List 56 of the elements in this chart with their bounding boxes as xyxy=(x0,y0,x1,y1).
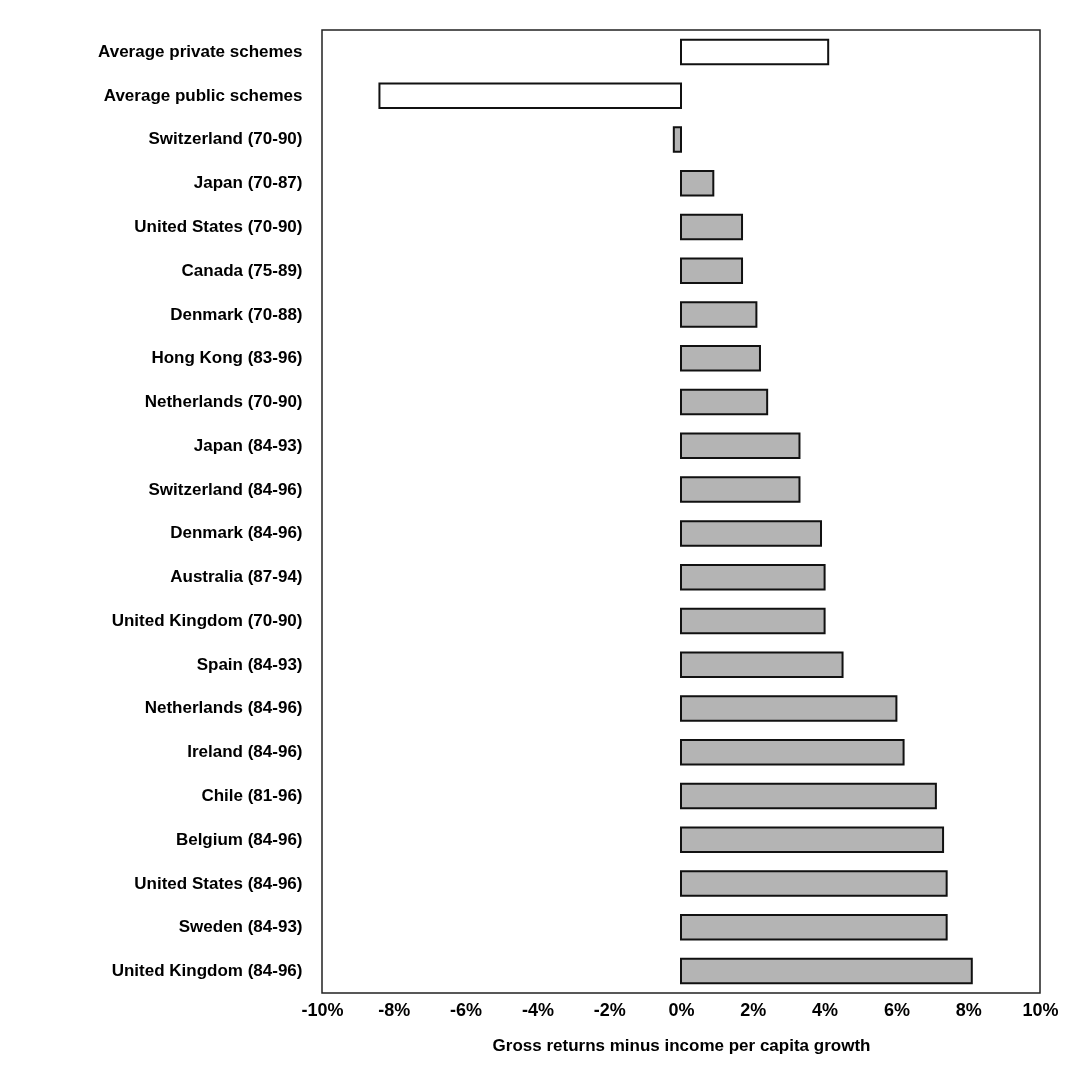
bar xyxy=(680,651,844,678)
bar xyxy=(680,169,715,197)
bar xyxy=(680,476,801,503)
bar xyxy=(680,914,948,941)
y-tick-label: Australia (87-94) xyxy=(170,567,303,587)
y-tick-label: Average public schemes xyxy=(103,85,303,105)
y-tick-label: United States (84-96) xyxy=(134,873,303,893)
y-tick-label: United Kingdom (84-96) xyxy=(111,961,303,981)
y-tick-label: Denmark (84-96) xyxy=(170,523,303,543)
y-tick-label: Hong Kong (83-96) xyxy=(151,348,303,368)
bar xyxy=(680,388,769,416)
y-tick-label: United Kingdom (70-90) xyxy=(111,610,303,630)
x-tick-label: 2% xyxy=(740,999,767,1020)
bar xyxy=(680,301,758,328)
y-tick-label: Denmark (70-88) xyxy=(170,304,303,324)
bar xyxy=(680,345,761,372)
x-axis-title: Gross returns minus income per capita growth xyxy=(492,1035,871,1055)
bar xyxy=(680,738,905,766)
y-tick-label: Canada (75-89) xyxy=(181,260,303,280)
y-tick-label: Switzerland (70-90) xyxy=(148,129,303,149)
bar xyxy=(680,563,826,591)
x-tick-label: 0% xyxy=(668,999,695,1020)
x-tick-label: -2% xyxy=(593,999,626,1020)
y-tick-label: Ireland (84-96) xyxy=(187,742,303,762)
y-tick-label: Netherlands (70-90) xyxy=(144,392,303,412)
x-tick-label: -6% xyxy=(450,999,483,1020)
bar xyxy=(680,695,898,722)
y-tick-label: Netherlands (84-96) xyxy=(144,698,303,718)
bar xyxy=(378,82,682,109)
x-tick-label: -8% xyxy=(378,999,411,1020)
bar xyxy=(680,38,830,66)
y-tick-label: Chile (81-96) xyxy=(201,786,303,806)
y-tick-label: United States (70-90) xyxy=(134,216,303,236)
y-tick-label: Spain (84-93) xyxy=(196,654,303,674)
bar xyxy=(680,257,744,285)
x-tick-label: 4% xyxy=(812,999,839,1020)
bar xyxy=(680,213,744,241)
bar xyxy=(680,607,826,635)
bar xyxy=(680,520,823,547)
x-tick-label: 8% xyxy=(955,999,982,1020)
x-tick-label: -4% xyxy=(521,999,554,1020)
x-tick-label: -10% xyxy=(301,999,344,1020)
y-tick-label: Belgium (84-96) xyxy=(175,829,303,849)
bar xyxy=(672,126,682,153)
bar xyxy=(680,957,973,985)
y-tick-label: Switzerland (84-96) xyxy=(148,479,303,499)
x-tick-label: 10% xyxy=(1022,999,1059,1020)
x-tick-label: 6% xyxy=(883,999,910,1020)
bar xyxy=(680,870,948,897)
y-tick-label: Japan (70-87) xyxy=(193,173,303,193)
y-tick-label: Sweden (84-93) xyxy=(178,917,303,937)
y-tick-label: Average private schemes xyxy=(98,41,303,61)
bar xyxy=(680,826,945,854)
bar xyxy=(680,782,937,810)
bar xyxy=(680,432,801,460)
y-tick-label: Japan (84-93) xyxy=(193,435,303,455)
